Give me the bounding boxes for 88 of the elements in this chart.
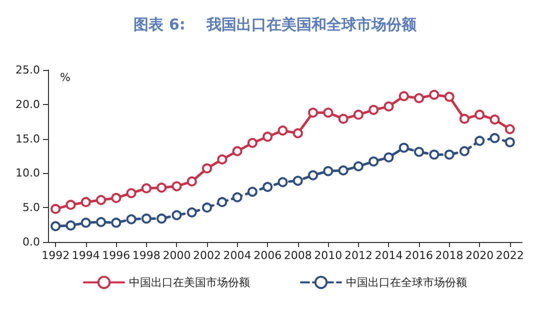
point xyxy=(80,218,91,228)
point xyxy=(338,165,348,176)
x-tick-label: 2018 xyxy=(435,249,464,262)
point xyxy=(232,192,242,202)
x-tick-label: 2006 xyxy=(254,249,282,262)
point xyxy=(262,182,273,192)
point xyxy=(217,154,228,164)
point xyxy=(156,182,167,193)
x-tick-label: 1998 xyxy=(132,249,160,262)
point xyxy=(292,176,303,186)
point xyxy=(50,204,61,214)
y-tick-label: 20.0 xyxy=(16,98,40,111)
point xyxy=(96,217,106,228)
x-tick-label: 1994 xyxy=(72,249,100,262)
y-tick-label: 5.0 xyxy=(22,201,40,214)
point xyxy=(459,114,470,124)
x-tick-label: 2014 xyxy=(374,249,403,262)
x-tick-label: 2022 xyxy=(496,249,524,262)
point xyxy=(278,126,288,136)
point xyxy=(292,128,303,138)
point xyxy=(384,101,394,112)
point xyxy=(398,142,409,153)
point xyxy=(429,150,440,160)
point xyxy=(202,163,212,174)
point xyxy=(66,200,76,210)
point xyxy=(323,166,334,176)
point xyxy=(172,210,182,220)
point xyxy=(186,176,197,186)
point xyxy=(504,124,515,134)
point xyxy=(262,132,273,142)
point xyxy=(353,161,364,172)
point xyxy=(504,137,515,148)
point xyxy=(172,181,182,192)
point xyxy=(444,92,454,102)
point xyxy=(50,221,61,232)
point xyxy=(414,146,424,157)
y-tick-label: 15.0 xyxy=(16,132,40,146)
point xyxy=(368,156,379,166)
point xyxy=(490,133,500,144)
point xyxy=(141,214,152,224)
point xyxy=(398,91,409,102)
x-tick-label: 2004 xyxy=(223,249,252,262)
x-tick-label: 2008 xyxy=(284,249,312,262)
chart-title: 图表 6: 我国出口在美国和全球市场份额 xyxy=(134,16,418,34)
point xyxy=(96,195,106,206)
point xyxy=(126,188,136,198)
x-tick-label: 1996 xyxy=(102,249,130,262)
point xyxy=(353,110,364,120)
point xyxy=(308,108,318,118)
point xyxy=(126,214,136,224)
point xyxy=(444,150,454,160)
point xyxy=(66,220,76,230)
point xyxy=(368,104,379,115)
point xyxy=(111,192,122,203)
point xyxy=(202,202,212,213)
point xyxy=(217,197,228,208)
point xyxy=(429,90,440,100)
x-tick-label: 2016 xyxy=(405,249,434,262)
x-tick-label: 2012 xyxy=(344,249,372,262)
point xyxy=(111,218,122,228)
point xyxy=(247,138,258,148)
x-tick-label: 2020 xyxy=(466,249,494,262)
point xyxy=(278,177,288,188)
point xyxy=(141,183,152,194)
point xyxy=(186,207,197,218)
x-tick-label: 2000 xyxy=(162,249,191,262)
point xyxy=(323,108,334,118)
point xyxy=(247,186,258,197)
x-tick-label: 2010 xyxy=(314,249,342,262)
point xyxy=(474,110,485,120)
point xyxy=(232,146,242,156)
point xyxy=(490,114,500,125)
x-tick-label: 2002 xyxy=(193,249,222,262)
y-axis-title: % xyxy=(60,71,70,84)
point xyxy=(384,152,394,162)
legend-label: 中国出口在全球市场份额 xyxy=(346,276,467,289)
legend-label: 中国出口在美国市场份额 xyxy=(129,276,250,289)
point xyxy=(459,146,470,156)
point xyxy=(156,214,167,224)
y-tick-label: 10.0 xyxy=(16,166,40,180)
point xyxy=(80,197,91,208)
y-tick-label: 0.0 xyxy=(22,236,40,248)
point xyxy=(414,93,424,104)
x-tick-label: 1992 xyxy=(42,249,70,262)
point xyxy=(338,114,348,124)
y-tick-label: 25.0 xyxy=(16,64,40,76)
point xyxy=(474,136,485,146)
point xyxy=(308,170,318,180)
